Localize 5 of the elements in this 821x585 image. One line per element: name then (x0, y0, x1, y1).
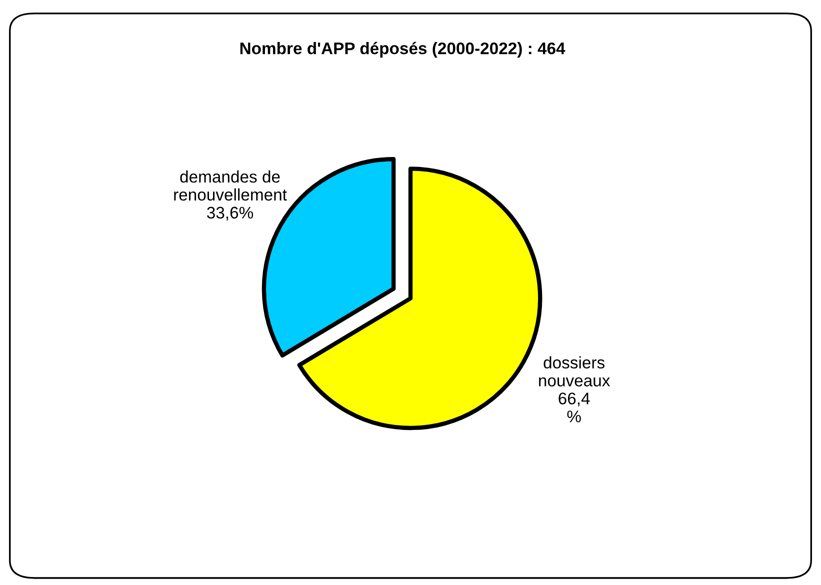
slice-label: demandes de renouvellement (174, 170, 287, 201)
data-label: 66,4 % (558, 392, 590, 422)
data-label: 33,6% (207, 206, 254, 221)
chart-title: Nombre d'APP déposés (2000-2022) : 464 (240, 42, 566, 58)
slice-label: dossiers nouveaux (539, 356, 610, 386)
